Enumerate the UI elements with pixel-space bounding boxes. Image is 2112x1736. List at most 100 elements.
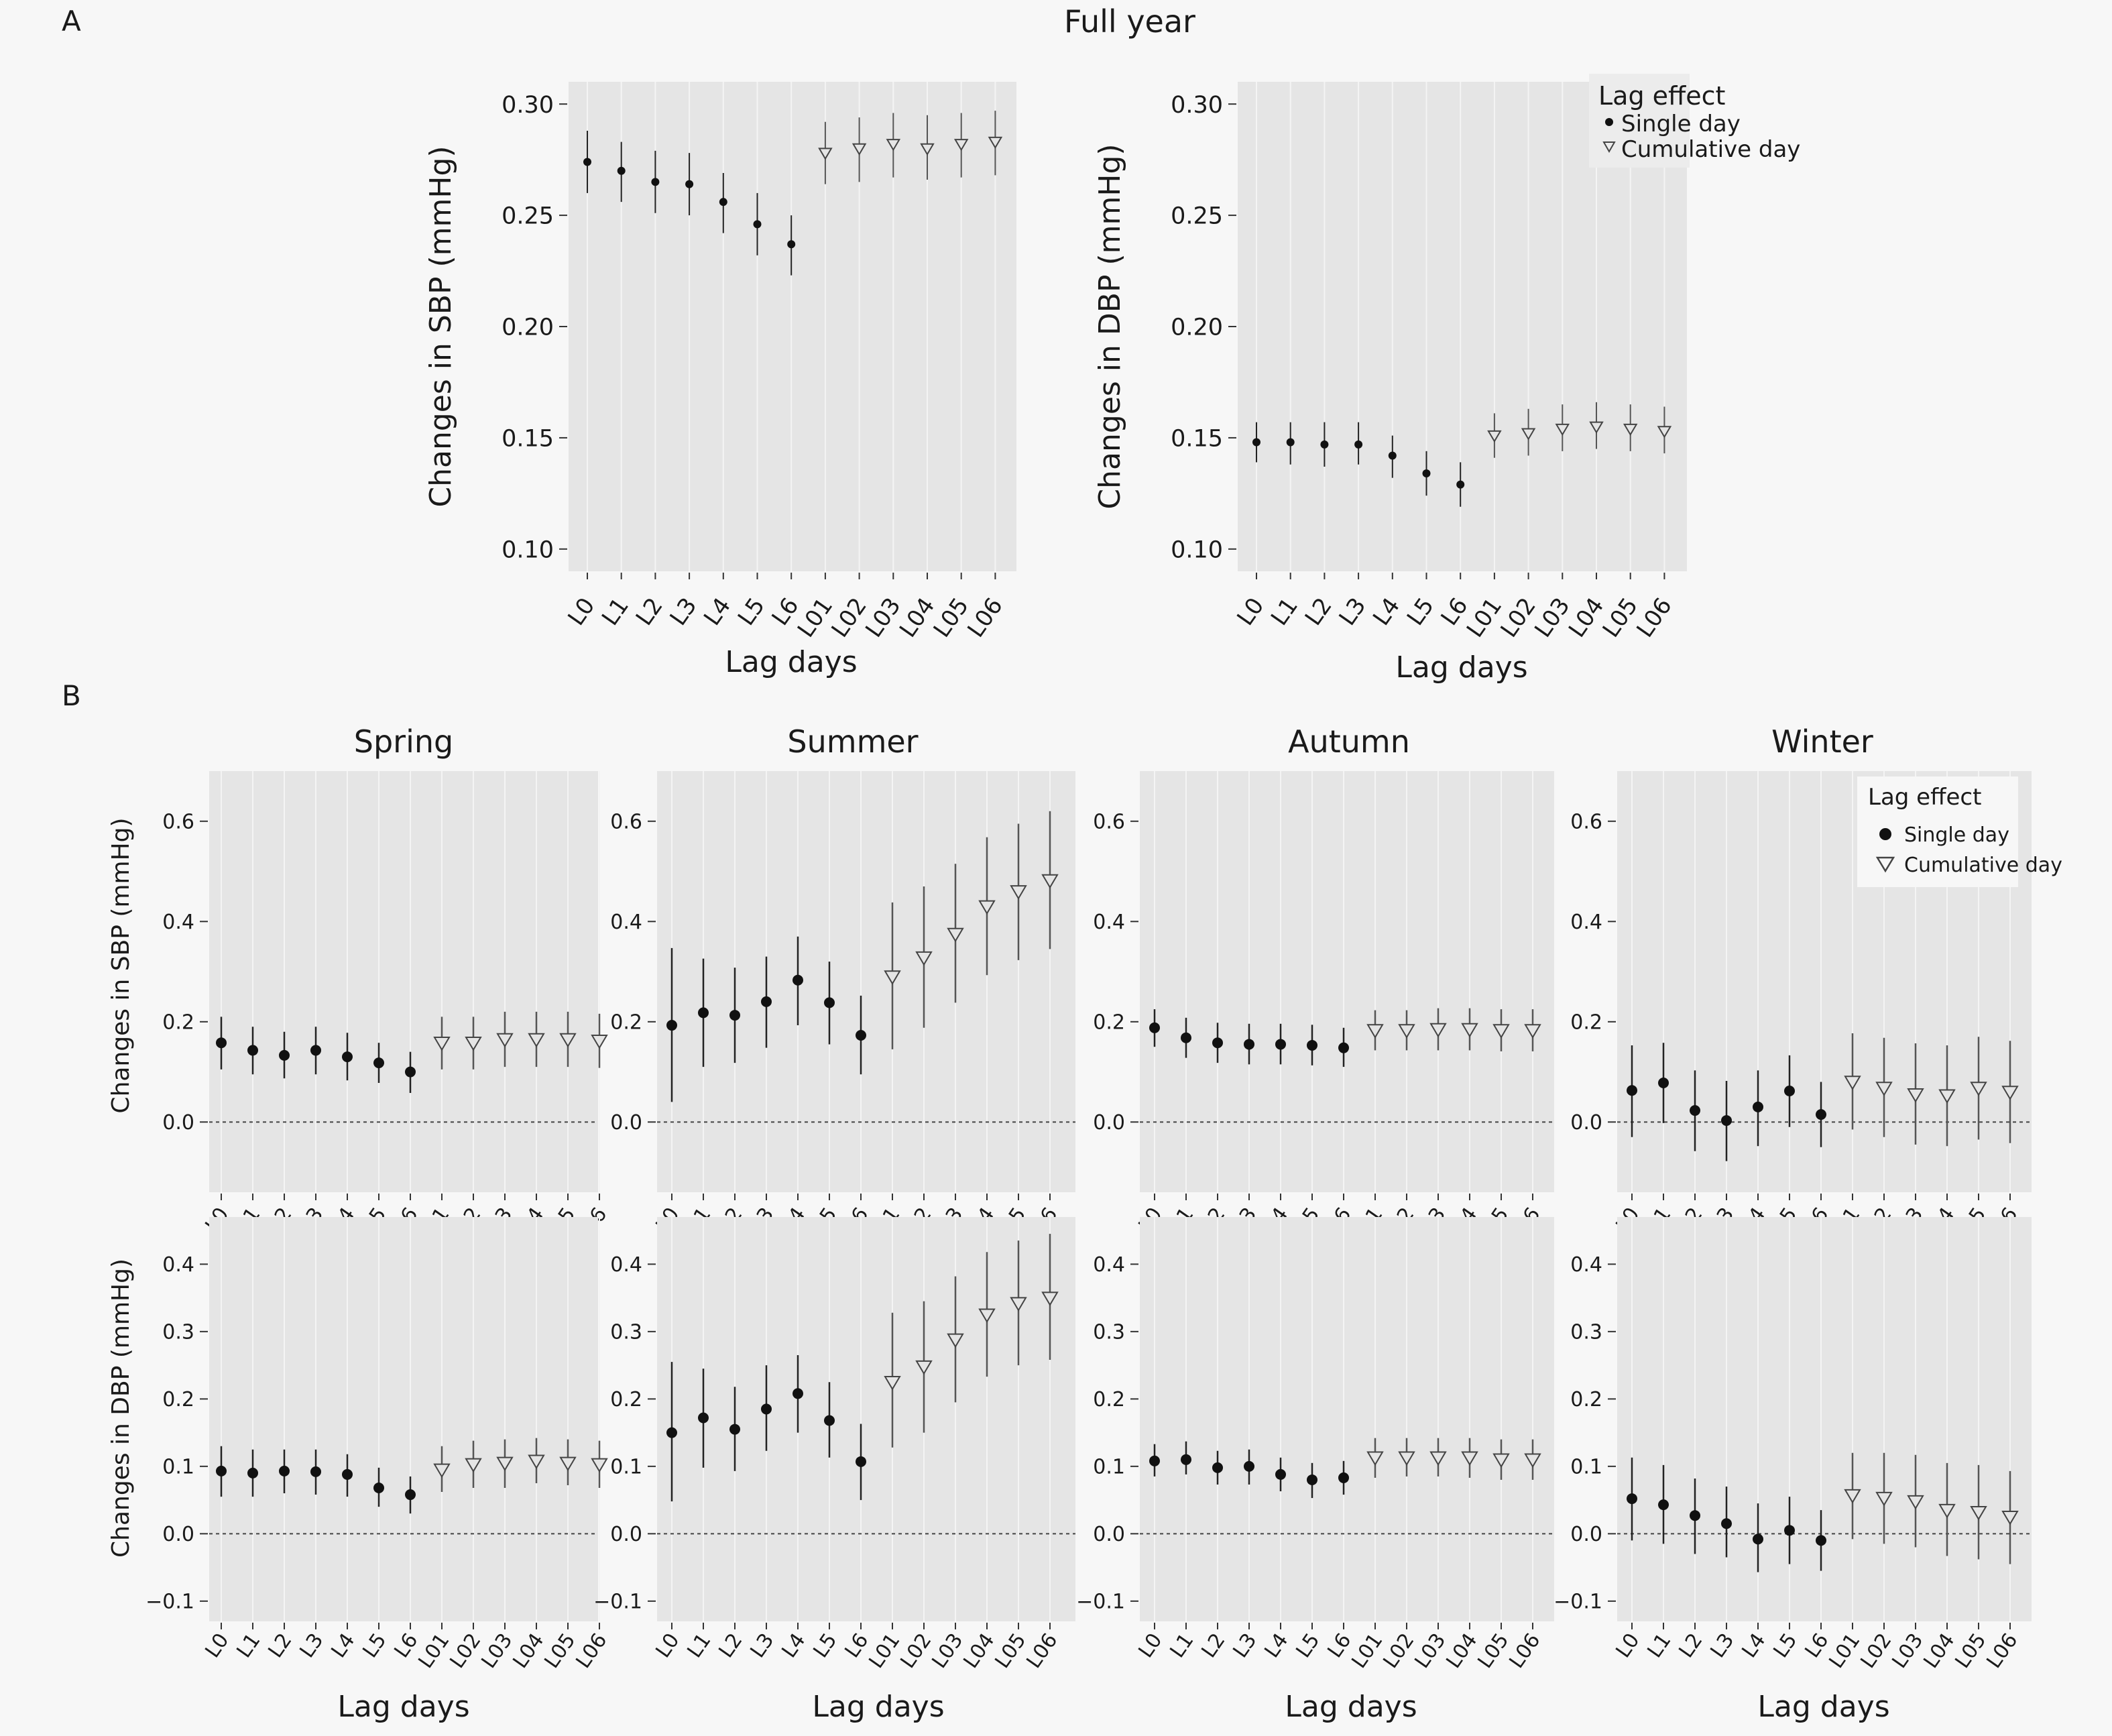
cumulative-point [1938,1089,1956,1104]
single-point [1627,1493,1637,1505]
y-tick-label: 0.2 [610,1388,642,1411]
y-tick-label: 0.0 [610,1523,642,1546]
single-point [1658,1499,1669,1511]
cumulative-point [1907,1495,1924,1510]
x-tick-label: L05 [990,1629,1031,1673]
x-tick-label: L3 [295,1629,328,1662]
single-point [1338,1042,1349,1053]
y-tick-label: 0.15 [502,426,554,453]
y-tick-label: 0.1 [162,1456,194,1479]
panel-label-a: A [62,5,81,38]
y-tick-label: 0.4 [1570,911,1602,934]
chart-panel-7: −0.10.00.10.20.30.4L0L1L2L3L4L5L6L01L02L… [593,1217,1075,1724]
legend-top-title: Lag effect [1598,81,1725,111]
cumulative-point [1010,1297,1027,1312]
panel-background [1140,771,1554,1192]
cumulative-point [1487,430,1502,443]
single-point [793,974,803,986]
legend-top-single-marker [1605,118,1613,126]
x-tick-label: L2 [1300,593,1338,630]
x-tick-label: L06 [1631,593,1677,642]
panel-background [569,82,1016,571]
x-tick-label: L1 [1165,1629,1198,1662]
x-tick-label: L4 [1737,1629,1770,1662]
cumulative-point [559,1033,577,1048]
cumulative-point [433,1463,451,1479]
cumulative-point [1041,1291,1059,1307]
x-tick-label: L5 [1402,593,1440,630]
cumulative-point [1623,423,1638,437]
single-point [373,1483,384,1494]
y-tick-label: 0.4 [162,1253,194,1277]
cumulative-point [1041,874,1059,889]
single-point [698,1007,709,1019]
x-tick-label: L01 [1462,593,1507,642]
cumulative-point [1461,1451,1478,1466]
x-tick-label: L4 [1260,1629,1293,1662]
y-axis-label: Changes in DBP (mmHg) [1093,143,1127,509]
x-tick-label: L02 [896,1629,936,1673]
single-point [279,1465,290,1477]
single-point [247,1467,258,1479]
single-point [824,997,835,1008]
single-point [1244,1460,1254,1472]
x-tick-label: L06 [1982,1629,2022,1673]
cumulative-point [953,139,969,152]
cumulative-point [1366,1024,1384,1039]
x-tick-label: L4 [699,593,736,630]
cumulative-point [915,1360,933,1375]
y-tick-label: 0.2 [610,1011,642,1035]
cumulative-point [1429,1023,1447,1038]
legend-winter-single-marker [1879,828,1891,840]
x-tick-label: L2 [1674,1629,1707,1662]
cumulative-point [1010,885,1027,900]
cumulative-point [559,1456,577,1472]
y-tick-label: 0.30 [1171,92,1223,119]
cumulative-point [1366,1451,1384,1466]
x-tick-label: L3 [664,593,702,630]
single-point [342,1468,353,1480]
cumulative-point [978,900,996,915]
single-point [1721,1115,1732,1126]
x-tick-label: L06 [962,593,1008,642]
single-point [666,1427,677,1438]
legend-winter-cumulative-label: Cumulative day [1904,854,2062,877]
x-tick-label: L01 [864,1629,904,1673]
y-tick-label: 0.2 [1570,1011,1602,1035]
single-point [1753,1534,1763,1545]
x-tick-label: L05 [929,593,974,642]
cumulative-point [1589,421,1604,434]
single-point [753,220,762,229]
single-point [685,180,694,188]
chart-panel-8: −0.10.00.10.20.30.4L0L1L2L3L4L5L6L01L02L… [1076,1217,1554,1724]
x-tick-label: L2 [263,1629,296,1662]
x-tick-label: L04 [508,1629,548,1673]
cumulative-point [947,1333,964,1348]
single-point [1658,1078,1669,1089]
chart-area: 0.100.150.200.250.30L0L1L2L3L4L5L6L01L02… [107,82,2032,1724]
y-tick-label: 0.3 [1093,1321,1125,1344]
single-point [1456,480,1465,489]
panel-background [657,1217,1075,1621]
x-tick-label: L02 [1496,593,1541,642]
cumulative-point [1492,1453,1510,1468]
x-tick-label: L1 [597,593,634,630]
y-tick-label: 0.1 [1570,1456,1602,1479]
single-point [1212,1037,1223,1049]
legend-top-cumulative-marker [1602,141,1616,154]
x-tick-label: L02 [827,593,872,642]
y-tick-label: 0.4 [610,911,642,934]
cumulative-point [947,927,964,943]
x-tick-label: L4 [327,1629,359,1662]
legend-winter-title: Lag effect [1868,784,1981,811]
single-point [761,996,772,1007]
y-tick-label: 0.3 [162,1321,194,1344]
x-tick-label: L06 [1022,1629,1062,1673]
x-tick-label: L01 [1347,1629,1387,1673]
y-tick-label: 0.6 [610,811,642,834]
y-tick-label: −0.1 [145,1590,194,1614]
single-point [1212,1462,1223,1473]
x-tick-label: L03 [1410,1629,1450,1673]
chart-panel-4: 0.00.20.40.6L0L1L2L3L4L5L6L01L02L03L04L0… [1093,724,1554,1247]
